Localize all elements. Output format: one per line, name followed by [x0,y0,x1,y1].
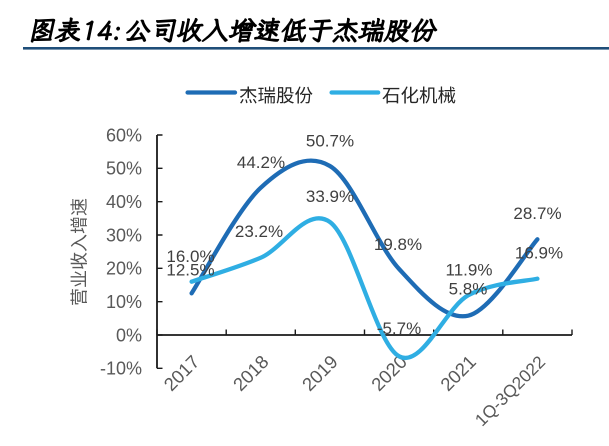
svg-text:23.2%: 23.2% [235,222,283,241]
svg-text:12.5%: 12.5% [166,261,214,280]
svg-text:10%: 10% [106,292,142,312]
svg-text:11.9%: 11.9% [446,261,493,280]
svg-text:-5.7%: -5.7% [377,319,421,338]
svg-text:30%: 30% [106,225,142,245]
svg-text:16.0%: 16.0% [166,247,214,266]
svg-text:60%: 60% [106,125,142,145]
svg-text:44.2%: 44.2% [237,153,285,172]
svg-text:50%: 50% [106,159,142,179]
svg-text:28.7%: 28.7% [513,204,561,223]
svg-text:16.9%: 16.9% [515,244,563,263]
svg-text:0%: 0% [116,325,142,345]
svg-text:-10%: -10% [100,359,142,379]
svg-text:40%: 40% [106,192,142,212]
svg-text:50.7%: 50.7% [306,132,354,151]
svg-text:5.8%: 5.8% [449,280,488,299]
svg-text:20%: 20% [106,259,142,279]
svg-text:19.8%: 19.8% [374,235,422,254]
svg-text:33.9%: 33.9% [306,187,354,206]
